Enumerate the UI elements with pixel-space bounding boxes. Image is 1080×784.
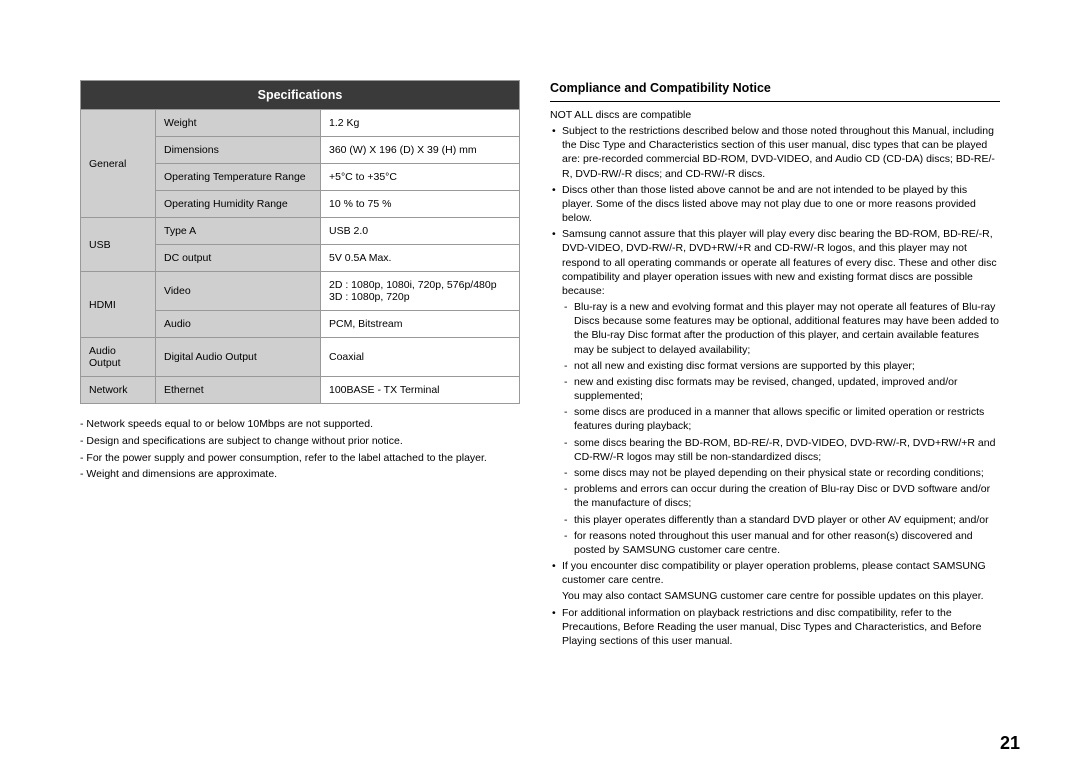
spec-value: 2D : 1080p, 1080i, 720p, 576p/480p 3D : …: [321, 272, 520, 311]
bullet-item: Subject to the restrictions described be…: [550, 124, 1000, 181]
spec-value: PCM, Bitstream: [321, 311, 520, 338]
spec-label: Audio: [156, 311, 321, 338]
note-item: Design and specifications are subject to…: [80, 433, 520, 450]
spec-label: DC output: [156, 245, 321, 272]
plain-line: You may also contact SAMSUNG customer ca…: [550, 589, 1000, 603]
bullets-last: For additional information on playback r…: [550, 606, 1000, 649]
spec-value: +5°C to +35°C: [321, 164, 520, 191]
page-number: 21: [1000, 733, 1020, 754]
compliance-intro: NOT ALL discs are compatible: [550, 108, 1000, 122]
spec-notes: Network speeds equal to or below 10Mbps …: [80, 416, 520, 483]
spec-value: Coaxial: [321, 338, 520, 377]
bullets-bottom: If you encounter disc compatibility or p…: [550, 559, 1000, 587]
bullet-item: Samsung cannot assure that this player w…: [550, 227, 1000, 298]
bullet-item: If you encounter disc compatibility or p…: [550, 559, 1000, 587]
dash-item: this player operates differently than a …: [562, 513, 1000, 527]
spec-category: Audio Output: [81, 338, 156, 377]
spec-table: GeneralWeight1.2 KgDimensions360 (W) X 1…: [80, 109, 520, 404]
spec-label: Digital Audio Output: [156, 338, 321, 377]
spec-header: Specifications: [80, 80, 520, 109]
dash-item: not all new and existing disc format ver…: [562, 359, 1000, 373]
dash-list: Blu-ray is a new and evolving format and…: [550, 300, 1000, 557]
dash-item: new and existing disc formats may be rev…: [562, 375, 1000, 403]
left-column: Specifications GeneralWeight1.2 KgDimens…: [80, 80, 520, 650]
note-item: For the power supply and power consumpti…: [80, 450, 520, 467]
note-item: Weight and dimensions are approximate.: [80, 466, 520, 483]
spec-value: 1.2 Kg: [321, 110, 520, 137]
spec-category: Network: [81, 377, 156, 404]
spec-label: Type A: [156, 218, 321, 245]
dash-item: some discs may not be played depending o…: [562, 466, 1000, 480]
spec-label: Operating Temperature Range: [156, 164, 321, 191]
dash-item: some discs are produced in a manner that…: [562, 405, 1000, 433]
spec-category: USB: [81, 218, 156, 272]
spec-label: Ethernet: [156, 377, 321, 404]
dash-item: problems and errors can occur during the…: [562, 482, 1000, 510]
bullet-item: Discs other than those listed above cann…: [550, 183, 1000, 226]
bullet-item: For additional information on playback r…: [550, 606, 1000, 649]
spec-value: 10 % to 75 %: [321, 191, 520, 218]
spec-value: 360 (W) X 196 (D) X 39 (H) mm: [321, 137, 520, 164]
compliance-title: Compliance and Compatibility Notice: [550, 80, 1000, 102]
spec-category: HDMI: [81, 272, 156, 338]
dash-item: for reasons noted throughout this user m…: [562, 529, 1000, 557]
spec-label: Operating Humidity Range: [156, 191, 321, 218]
dash-item: Blu-ray is a new and evolving format and…: [562, 300, 1000, 357]
right-column: Compliance and Compatibility Notice NOT …: [550, 80, 1000, 650]
spec-label: Weight: [156, 110, 321, 137]
spec-label: Dimensions: [156, 137, 321, 164]
dash-item: some discs bearing the BD-ROM, BD-RE/-R,…: [562, 436, 1000, 464]
spec-value: USB 2.0: [321, 218, 520, 245]
note-item: Network speeds equal to or below 10Mbps …: [80, 416, 520, 433]
spec-value: 5V 0.5A Max.: [321, 245, 520, 272]
spec-value: 100BASE - TX Terminal: [321, 377, 520, 404]
spec-category: General: [81, 110, 156, 218]
bullets-top: Subject to the restrictions described be…: [550, 124, 1000, 298]
spec-label: Video: [156, 272, 321, 311]
